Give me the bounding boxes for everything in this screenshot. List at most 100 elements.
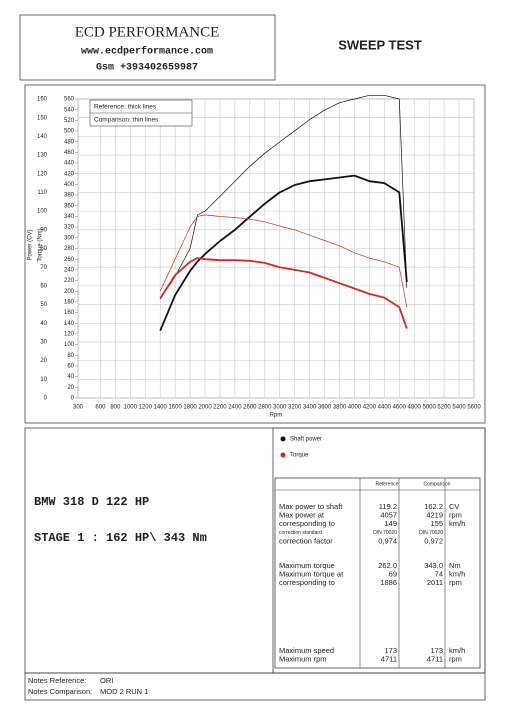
row-label: corresponding to — [279, 519, 335, 528]
y2-tick-label: 240 — [64, 267, 75, 273]
x-tick-label: 3400 — [303, 405, 317, 411]
comparison-value: 343.0 — [424, 561, 443, 570]
y-tick-label: 60 — [40, 283, 47, 289]
y2-tick-label: 480 — [64, 139, 75, 145]
y-tick-label: 130 — [37, 153, 48, 159]
row-label: Max power at — [279, 511, 325, 520]
x-tick-label: 1600 — [168, 405, 182, 411]
note-value: MOD 2 RUN 1 — [100, 687, 148, 696]
x-tick-label: 1000 — [124, 405, 138, 411]
y-tick-label: 90 — [40, 227, 47, 233]
y2-tick-label: 280 — [64, 246, 75, 252]
note-value: ORI — [100, 676, 113, 685]
reference-value: 173 — [384, 646, 397, 655]
x-tick-label: 3600 — [318, 405, 332, 411]
legend-entry: Comparison: thin lines — [94, 117, 159, 124]
x-tick-label: 1800 — [183, 405, 197, 411]
y-tick-label: 150 — [37, 115, 48, 121]
comparison-value: 2011 — [427, 578, 443, 587]
x-tick-label: 4000 — [348, 405, 362, 411]
y2-tick-label: 260 — [64, 257, 75, 263]
unit: Nm — [449, 561, 461, 570]
legend-marker — [280, 436, 286, 442]
reference-value: 69 — [389, 570, 397, 579]
comparison-value: 173 — [430, 646, 443, 655]
x-axis-label: Rpm — [270, 413, 283, 419]
stage: STAGE 1 : 162 HP\ 343 Nm — [34, 531, 207, 545]
row-label: correction standard — [279, 530, 322, 536]
y-tick-label: 40 — [40, 321, 47, 327]
x-tick-label: 5400 — [452, 405, 466, 411]
y2-tick-label: 400 — [64, 182, 75, 188]
x-tick-label: 3000 — [273, 405, 287, 411]
y-tick-label: 140 — [37, 134, 48, 140]
row-label: corresponding to — [279, 578, 335, 587]
reference-value: DIN 70020 — [373, 530, 397, 536]
y2-tick-label: 80 — [67, 353, 74, 359]
y2-tick-label: 320 — [64, 225, 75, 231]
y2-tick-label: 560 — [64, 97, 75, 103]
company-name: ECD PERFORMANCE — [75, 24, 220, 40]
series-line — [159, 214, 408, 308]
x-tick-label: 3200 — [288, 405, 302, 411]
vehicle: BMW 318 D 122 HP — [34, 495, 149, 509]
row-label: Maximum rpm — [279, 655, 327, 664]
y-tick-label: 10 — [40, 377, 47, 383]
x-tick-label: 2600 — [243, 405, 257, 411]
unit: CV — [449, 502, 459, 511]
x-tick-label: 5000 — [422, 405, 436, 411]
unit: km/h — [449, 519, 465, 528]
chart: 300 600 800 1000 1200 1400 1600 1800 2000 2200 240… — [28, 94, 481, 419]
comparison-value: DIN 70020 — [419, 530, 443, 536]
comparison-value: 155 — [430, 519, 443, 528]
x-tick-label: 2200 — [213, 405, 227, 411]
x-tick-label: 2400 — [228, 405, 242, 411]
reference-value: 4057 — [380, 511, 397, 520]
x-tick-label: 5200 — [437, 405, 451, 411]
y2-axis-label: Torque (Nm) — [38, 228, 44, 261]
y-tick-label: 120 — [37, 171, 48, 177]
results-table-box — [274, 477, 481, 669]
row-label: correction factor — [279, 536, 333, 545]
y-tick-label: 80 — [40, 246, 47, 252]
y2-tick-label: 540 — [64, 107, 75, 113]
series-line — [159, 94, 408, 300]
comparison-value: 4711 — [427, 655, 443, 664]
y-tick-label: 20 — [40, 358, 47, 364]
row-label: Maximum torque — [279, 561, 335, 570]
y2-tick-label: 340 — [64, 214, 75, 220]
y-tick-label: 100 — [37, 209, 48, 215]
reference-value: 149 — [384, 519, 397, 528]
y-tick-label: 110 — [37, 190, 47, 196]
row-label: Maximum speed — [279, 646, 334, 655]
reference-value: 4711 — [381, 655, 397, 664]
row-label: Maximum torque at — [279, 570, 344, 579]
x-tick-label: 4200 — [363, 405, 377, 411]
y-tick-label: 70 — [40, 265, 47, 271]
unit: km/h — [449, 646, 465, 655]
legend-entry: Torque — [290, 453, 309, 459]
y2-tick-label: 380 — [64, 193, 75, 199]
row-label: Max power to shaft — [279, 502, 343, 511]
x-tick-label: 800 — [110, 405, 121, 411]
chart-frame — [24, 84, 486, 424]
y-tick-label: 50 — [40, 302, 47, 308]
x-tick-label: 1400 — [154, 405, 168, 411]
y2-tick-label: 120 — [64, 332, 75, 338]
unit: rpm — [449, 511, 462, 520]
y2-tick-label: 0 — [71, 396, 75, 402]
y2-tick-label: 200 — [64, 289, 75, 295]
page-title: SWEEP TEST — [338, 37, 422, 52]
y2-tick-label: 60 — [67, 364, 74, 370]
x-tick-label: 2800 — [258, 405, 272, 411]
x-tick-label: 600 — [95, 405, 106, 411]
comparison-value: 0,972 — [424, 536, 443, 545]
x-tick-label: 4400 — [378, 405, 392, 411]
y2-tick-label: 100 — [64, 342, 75, 348]
y2-tick-label: 180 — [64, 299, 75, 305]
unit: km/h — [449, 570, 465, 579]
series-line — [159, 257, 408, 329]
x-tick-label: 4600 — [393, 405, 407, 411]
y2-tick-label: 520 — [64, 118, 75, 124]
y-axis-label: Power (CV) — [28, 229, 34, 260]
